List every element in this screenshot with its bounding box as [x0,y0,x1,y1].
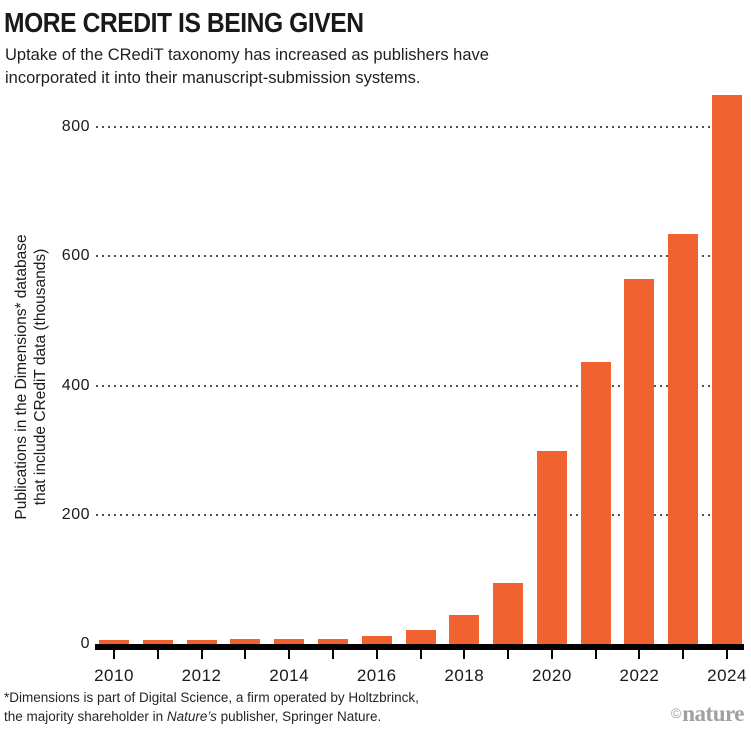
bar-2019 [493,583,524,644]
y-tick-label-800: 800 [61,118,90,135]
y-tick-label-200: 200 [61,505,90,523]
y-tick-label-600: 600 [61,247,90,265]
bar-2024 [712,95,743,644]
x-tick-2014 [288,650,291,659]
subtitle-line-2: incorporated it into their manuscript-su… [5,69,421,87]
x-tick-2021 [594,650,597,659]
bar-2014 [274,639,305,644]
chart-subtitle: Uptake of the CRediT taxonomy has increa… [5,44,489,90]
nature-wordmark: nature [682,701,744,726]
x-tick-label-2010: 2010 [94,666,134,685]
x-tick-2016 [375,650,378,659]
x-tick-2024 [726,650,729,659]
x-tick-2015 [331,650,334,659]
bar-2018 [449,615,480,644]
x-tick-2013 [244,650,247,659]
bar-2017 [405,630,436,644]
bar-2012 [186,640,217,644]
x-tick-label-2020: 2020 [531,666,572,685]
bar-2015 [317,639,348,644]
y-tick-label-0: 0 [80,635,90,652]
bar-2011 [142,640,173,644]
bar-2020 [536,451,567,644]
bar-2022 [624,279,655,644]
gridline-800 [96,126,744,128]
gridline-400 [96,384,744,387]
bar-2013 [230,639,261,644]
x-tick-label-2024: 2024 [707,666,747,685]
footnote: *Dimensions is part of Digital Science, … [4,689,419,726]
x-axis-line [95,644,744,650]
x-tick-2023 [682,650,685,659]
nature-logo: ©nature [670,701,745,727]
x-tick-label-2016: 2016 [356,666,397,685]
subtitle-line-1: Uptake of the CRediT taxonomy has increa… [5,46,489,64]
gridline-600 [96,255,744,258]
x-tick-label-2022: 2022 [619,666,660,685]
x-tick-label-2014: 2014 [269,666,310,685]
x-tick-2010 [113,650,115,659]
x-tick-2020 [550,650,553,659]
bar-2021 [580,362,611,644]
bar-2010 [99,640,129,644]
footnote-line-1: *Dimensions is part of Digital Science, … [4,690,419,705]
x-tick-2017 [419,650,422,659]
chart-title: MORE CREDIT IS BEING GIVEN [4,7,364,38]
x-tick-label-2018: 2018 [444,666,485,685]
bar-2016 [361,636,392,644]
x-tick-2018 [463,650,466,659]
x-tick-2022 [638,650,641,659]
copyright-symbol: © [670,705,683,721]
x-tick-label-2012: 2012 [181,666,222,685]
x-tick-2019 [507,650,510,659]
gridline-200 [96,513,744,516]
x-tick-2011 [156,650,159,659]
x-tick-2012 [200,650,203,659]
y-tick-label-400: 400 [61,376,90,394]
footnote-line-2: the majority shareholder in Nature’s pub… [4,708,382,724]
bar-2023 [668,234,699,644]
